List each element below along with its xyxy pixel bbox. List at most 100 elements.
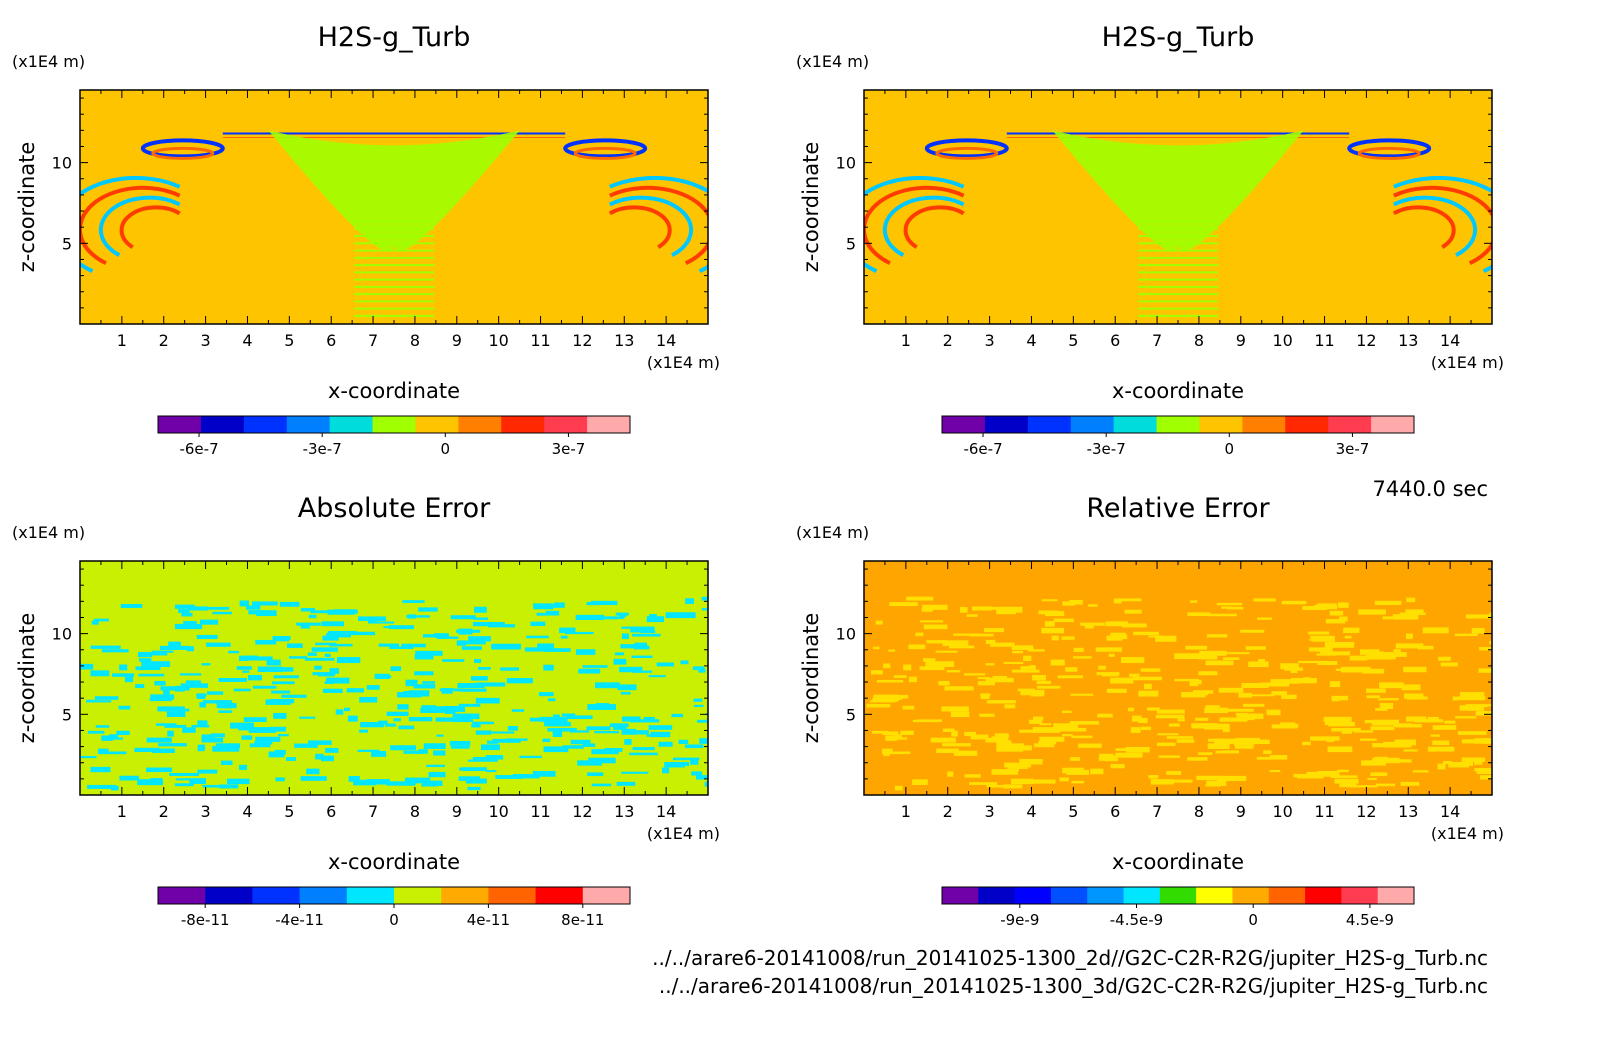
noise-patch <box>1148 775 1159 779</box>
noise-patch <box>1038 741 1057 745</box>
noise-patch <box>1406 597 1416 603</box>
vortex-arc <box>1392 185 1492 265</box>
noise-patch <box>336 657 361 664</box>
noise-patch <box>684 744 704 749</box>
noise-patch <box>701 608 708 611</box>
noise-patch <box>966 614 978 617</box>
noise-patch <box>1019 729 1048 733</box>
noise-patch <box>944 686 974 691</box>
noise-patch <box>1329 681 1341 688</box>
noise-patch <box>138 673 165 677</box>
noise-patch <box>1325 619 1346 624</box>
noise-patch <box>150 694 175 700</box>
noise-patch <box>1349 655 1368 661</box>
noise-patch <box>1174 653 1201 660</box>
noise-patch <box>1059 777 1069 782</box>
vortex-arc <box>1393 175 1492 273</box>
noise-patch <box>467 759 498 762</box>
noise-patch <box>329 668 340 674</box>
noise-patch <box>182 727 196 733</box>
noise-patch <box>506 738 528 741</box>
noise-patch <box>436 734 444 737</box>
noise-patch <box>1039 736 1065 742</box>
noise-patch <box>242 670 250 673</box>
noise-patch <box>1382 616 1402 620</box>
noise-patch <box>1317 603 1337 606</box>
noise-patch <box>953 633 981 636</box>
noise-patch <box>996 606 1023 613</box>
noise-patch <box>442 659 465 662</box>
noise-patch <box>93 618 110 622</box>
noise-patch <box>135 684 145 689</box>
noise-patch <box>1279 723 1299 728</box>
noise-patch <box>322 635 339 641</box>
noise-patch <box>704 781 708 787</box>
noise-patch <box>87 784 117 789</box>
y-axis-label: z-coordinate <box>799 142 823 273</box>
vortex-arc <box>80 185 181 265</box>
noise-patch <box>1205 660 1234 666</box>
noise-patch <box>871 670 883 675</box>
noise-patch <box>646 734 656 737</box>
noise-patch <box>196 693 207 697</box>
noise-patch <box>101 735 113 741</box>
noise-patch <box>275 777 285 782</box>
noise-patch <box>371 751 387 757</box>
colorbar-swatch <box>458 416 502 433</box>
noise-patch <box>119 664 128 671</box>
noise-patch <box>458 703 481 707</box>
x-unit-label: (x1E4 m) <box>647 824 720 843</box>
noise-patch <box>307 652 317 656</box>
noise-patch <box>942 743 971 747</box>
noise-patch <box>1461 757 1486 762</box>
noise-patch <box>977 677 991 680</box>
noise-patch <box>487 740 499 744</box>
noise-patch <box>191 724 210 728</box>
noise-patch <box>991 769 1018 775</box>
footer-path-2d: ../../arare6-20141008/run_20141025-1300_… <box>652 946 1488 970</box>
noise-patch <box>199 702 207 708</box>
colorbar-swatch <box>1268 887 1306 904</box>
noise-patch <box>698 668 706 673</box>
noise-patch <box>1491 618 1492 621</box>
noise-patch <box>174 604 195 609</box>
noise-patch <box>212 746 240 752</box>
colorbar-tick-label: -4e-11 <box>275 911 324 929</box>
noise-patch <box>923 624 948 630</box>
noise-patch <box>643 716 655 722</box>
noise-patch <box>1471 627 1485 634</box>
colorbar-tick-label: 0 <box>1225 440 1235 458</box>
noise-patch <box>1044 621 1055 627</box>
colorbar-tick-label: -4.5e-9 <box>1110 911 1163 929</box>
noise-patch <box>942 728 955 732</box>
noise-patch <box>906 596 934 601</box>
noise-patch <box>1400 781 1420 786</box>
x-tick-label: 13 <box>1398 331 1418 350</box>
noise-patch <box>271 681 295 685</box>
noise-patch <box>1110 764 1125 769</box>
noise-patch <box>545 610 560 616</box>
noise-patch <box>685 598 694 604</box>
colorbar-swatch <box>299 887 348 904</box>
noise-patch <box>946 670 961 673</box>
noise-patch <box>1290 678 1317 684</box>
noise-patch <box>255 639 277 645</box>
noise-patch <box>1378 698 1399 701</box>
noise-patch <box>1070 757 1080 761</box>
colorbar-swatch <box>329 416 374 433</box>
noise-patch <box>265 699 291 705</box>
noise-patch <box>616 781 636 786</box>
noise-patch <box>1177 718 1185 722</box>
shear-eddy <box>935 146 999 160</box>
colorbar-tick-label: -6e-7 <box>179 440 218 458</box>
noise-patch <box>1156 742 1176 747</box>
vortex-arc <box>119 205 181 249</box>
noise-patch <box>423 743 446 749</box>
noise-patch <box>1020 689 1045 696</box>
noise-patch <box>1310 736 1340 741</box>
noise-patch <box>582 665 608 668</box>
noise-patch <box>1403 749 1418 752</box>
x-tick-label: 2 <box>943 331 953 350</box>
noise-patch <box>1405 609 1424 614</box>
noise-patch <box>1263 750 1272 755</box>
